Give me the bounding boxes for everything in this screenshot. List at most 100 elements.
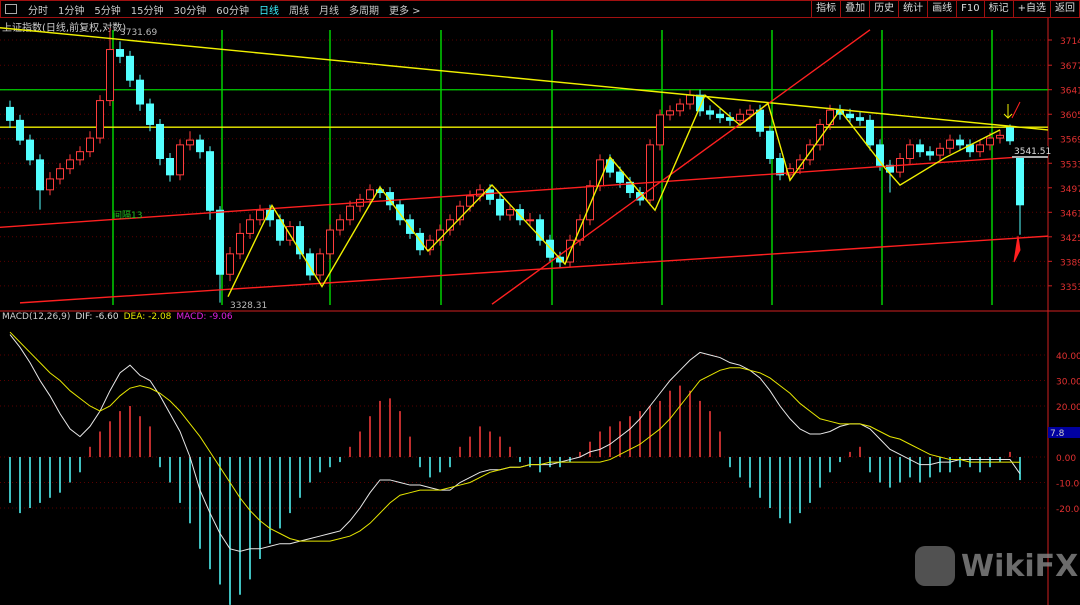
candle-body — [226, 253, 234, 275]
dea-line — [9, 331, 1021, 542]
candle-body — [866, 119, 874, 146]
candle — [66, 154, 74, 175]
candle-body — [466, 195, 474, 207]
candle — [766, 125, 774, 164]
candle — [846, 108, 854, 124]
candle — [876, 139, 884, 171]
candle-body — [176, 144, 184, 176]
tab-6[interactable]: 日线 — [258, 5, 279, 17]
candle — [986, 132, 994, 151]
candle-body — [236, 232, 244, 255]
panel-toggle-icon[interactable] — [5, 4, 17, 14]
candle-body — [96, 100, 104, 139]
dif-line — [9, 334, 1021, 552]
tab-10[interactable]: 更多 > — [388, 5, 421, 17]
candle — [336, 214, 344, 236]
candle — [796, 154, 804, 175]
tab-4[interactable]: 30分钟 — [173, 5, 207, 17]
candle — [1016, 156, 1024, 235]
tab-8[interactable]: 月线 — [318, 5, 339, 17]
candle — [386, 187, 394, 211]
candle — [906, 139, 914, 164]
candle — [586, 180, 594, 226]
candle-body — [996, 134, 1004, 139]
tab-0[interactable]: 分时 — [28, 5, 48, 17]
candle-body — [166, 157, 174, 176]
candle-body — [916, 144, 924, 153]
candle — [1006, 124, 1014, 145]
price-tick-label: 3605 — [1060, 111, 1080, 121]
candle-body — [346, 205, 354, 221]
candle — [306, 248, 314, 281]
tool-button-4[interactable]: 画线 — [927, 1, 956, 17]
candle-body — [326, 229, 334, 255]
candle-body — [666, 110, 674, 116]
candle — [46, 172, 54, 196]
candle — [206, 146, 214, 220]
tool-button-2[interactable]: 历史 — [869, 1, 898, 17]
candle — [96, 95, 104, 144]
tab-1[interactable]: 1分钟 — [58, 5, 85, 17]
tab-9[interactable]: 多周期 — [348, 5, 379, 17]
candle — [346, 200, 354, 226]
candle — [236, 223, 244, 260]
candle — [676, 98, 684, 117]
tab-7[interactable]: 周线 — [288, 5, 309, 17]
candle — [156, 118, 164, 166]
tool-button-6[interactable]: 标记 — [983, 1, 1013, 17]
candle-body — [336, 219, 344, 231]
dea-value: DEA: -2.08 — [123, 312, 172, 322]
candle — [36, 154, 44, 210]
candle-body — [986, 137, 994, 146]
macd-tick-label: -20.00 — [1056, 505, 1080, 515]
candle-body — [246, 219, 254, 234]
macd-tick-label: 20.00 — [1056, 403, 1080, 413]
candle — [26, 134, 34, 166]
candle — [86, 131, 94, 158]
candle — [76, 146, 84, 166]
price-tick-label: 3461 — [1060, 209, 1080, 219]
tool-button-0[interactable]: 指标 — [811, 1, 840, 17]
candle-body — [296, 226, 304, 255]
last-price-box — [1012, 146, 1048, 157]
candle — [926, 146, 934, 161]
cursor-value-label: 7.8 — [1050, 429, 1065, 439]
candle-body — [386, 192, 394, 206]
candle — [856, 112, 864, 126]
candle — [126, 50, 134, 87]
tab-3[interactable]: 15分钟 — [130, 5, 164, 17]
tool-button-7[interactable]: +自选 — [1012, 1, 1050, 17]
tool-button-3[interactable]: 统计 — [898, 1, 927, 17]
candle-body — [906, 144, 914, 159]
candle — [506, 204, 514, 221]
low-price-label: 3328.31 — [230, 301, 267, 311]
trendline — [0, 154, 1049, 228]
candle-body — [796, 159, 804, 170]
tab-2[interactable]: 5分钟 — [94, 5, 121, 17]
candle — [176, 139, 184, 181]
candle-body — [196, 139, 204, 153]
tool-button-1[interactable]: 叠加 — [840, 1, 869, 17]
tool-button-5[interactable]: F10 — [956, 1, 983, 17]
tool-buttons: 指标 叠加 历史 统计 画线 F10 标记 +自选 返回 — [811, 1, 1079, 17]
candle-body — [126, 55, 134, 81]
candle — [696, 89, 704, 117]
tab-5[interactable]: 60分钟 — [216, 5, 249, 17]
candle — [916, 139, 924, 158]
tool-button-8[interactable]: 返回 — [1050, 1, 1079, 17]
price-tick-label: 3569 — [1060, 136, 1080, 146]
candle-body — [936, 147, 944, 156]
candle — [716, 108, 724, 124]
candle-body — [136, 79, 144, 105]
candle-body — [856, 117, 864, 121]
high-price-label: 3731.69 — [120, 28, 157, 38]
candle — [146, 98, 154, 132]
macd-value: MACD: -9.06 — [176, 312, 233, 322]
candle-body — [76, 151, 84, 161]
dif-value: DIF: -6.60 — [75, 312, 119, 322]
candle-body — [66, 159, 74, 170]
candle-body — [756, 109, 764, 132]
wikifx-logo — [915, 546, 955, 586]
candle-body — [486, 189, 494, 200]
